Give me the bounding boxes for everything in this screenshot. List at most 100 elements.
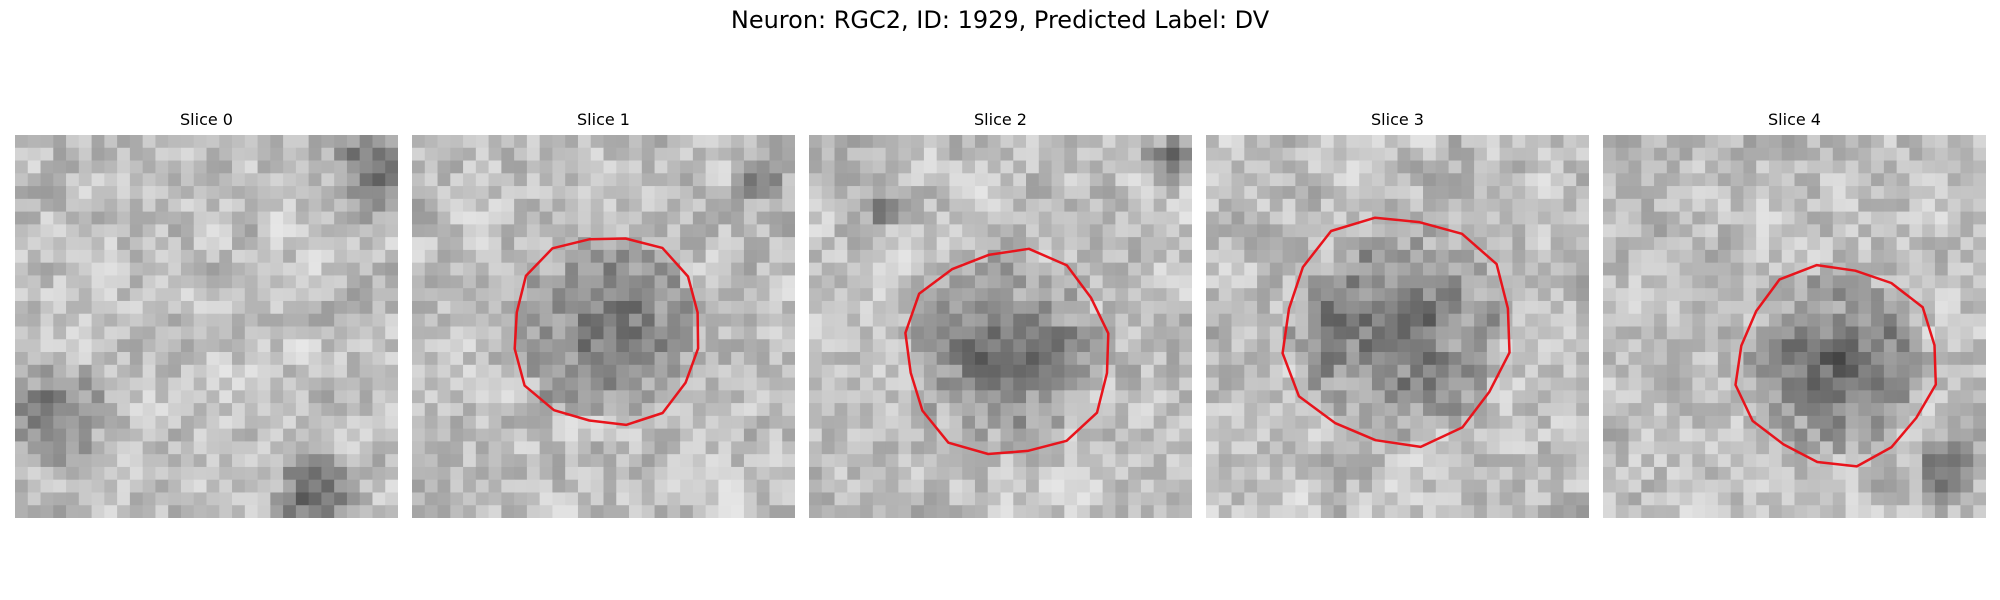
pixel-cell <box>1448 262 1462 276</box>
pixel-cell <box>860 300 874 315</box>
pixel-cell <box>987 160 1001 174</box>
pixel-cell <box>834 415 848 430</box>
pixel-cell <box>1679 249 1693 264</box>
pixel-cell <box>346 300 361 315</box>
pixel-cell <box>1947 135 1961 149</box>
pixel-cell <box>1807 186 1821 200</box>
pixel-cell <box>654 211 668 225</box>
pixel-cell <box>15 441 29 455</box>
pixel-cell <box>488 288 502 302</box>
pixel-cell <box>936 352 950 366</box>
pixel-cell <box>936 364 950 378</box>
pixel-cell <box>53 249 67 264</box>
pixel-cell <box>155 505 169 518</box>
pixel-cell <box>1077 364 1091 378</box>
pixel-cell <box>718 403 732 417</box>
pixel-cell <box>565 364 579 378</box>
pixel-cell <box>1064 326 1078 340</box>
pixel-cell <box>437 403 451 417</box>
pixel-cell <box>667 466 681 481</box>
pixel-cell <box>78 198 92 212</box>
pixel-cell <box>1244 173 1258 187</box>
pixel-cell <box>270 224 284 238</box>
pixel-cell <box>577 249 592 264</box>
pixel-cell <box>680 466 694 481</box>
pixel-cell <box>1218 160 1232 174</box>
pixel-cell <box>1973 198 1986 212</box>
pixel-cell <box>15 390 29 404</box>
pixel-cell <box>1461 313 1475 327</box>
pixel-cell <box>1947 428 1961 442</box>
pixel-cell <box>1756 415 1770 430</box>
pixel-cell <box>1654 454 1668 468</box>
pixel-cell <box>756 326 770 340</box>
pixel-cell <box>1512 505 1526 518</box>
pixel-cell <box>104 135 118 149</box>
pixel-cell <box>334 352 348 366</box>
pixel-cell <box>1295 505 1309 518</box>
pixel-cell <box>1973 313 1986 327</box>
pixel-cell <box>872 364 886 378</box>
pixel-cell <box>692 339 707 353</box>
pixel-cell <box>412 186 426 200</box>
pixel-cell <box>1333 288 1347 302</box>
pixel-cell <box>974 492 989 506</box>
pixel-cell <box>334 160 348 174</box>
pixel-cell <box>1115 224 1129 238</box>
pixel-cell <box>1717 262 1732 276</box>
pixel-cell <box>1845 313 1859 327</box>
pixel-cell <box>168 326 182 340</box>
pixel-cell <box>731 135 745 149</box>
pixel-cell <box>872 390 886 404</box>
pixel-cell <box>206 415 220 430</box>
pixel-cell <box>1934 364 1949 378</box>
pixel-cell <box>1397 173 1411 187</box>
pixel-cell <box>412 377 426 391</box>
pixel-cell <box>552 454 566 468</box>
pixel-cell <box>295 262 310 276</box>
pixel-cell <box>1641 135 1655 149</box>
pixel-cell <box>206 364 220 378</box>
pixel-cell <box>1845 173 1859 187</box>
pixel-cell <box>1909 135 1923 149</box>
pixel-cell <box>769 492 783 506</box>
pixel-cell <box>809 479 823 493</box>
pixel-cell <box>1563 262 1577 276</box>
pixel-cell <box>565 224 579 238</box>
pixel-cell <box>782 364 795 378</box>
pixel-cell <box>1499 390 1513 404</box>
pixel-cell <box>1743 198 1757 212</box>
pixel-cell <box>1973 441 1986 455</box>
pixel-cell <box>463 224 477 238</box>
pixel-cell <box>1128 390 1142 404</box>
pixel-cell <box>1320 479 1335 493</box>
pixel-cell <box>743 237 758 251</box>
pixel-cell <box>142 147 156 161</box>
pixel-cell <box>1743 339 1757 353</box>
pixel-cell <box>66 454 80 468</box>
pixel-cell <box>1295 403 1309 417</box>
pixel-cell <box>898 300 912 315</box>
pixel-cell <box>488 505 502 518</box>
pixel-cell <box>1615 339 1629 353</box>
pixel-cell <box>1461 198 1475 212</box>
pixel-cell <box>1512 415 1526 430</box>
pixel-cell <box>911 186 925 200</box>
pixel-cell <box>1537 313 1552 327</box>
pixel-cell <box>53 352 67 366</box>
pixel-cell <box>962 454 976 468</box>
pixel-cell <box>1333 160 1347 174</box>
pixel-cell <box>359 492 373 506</box>
pixel-cell <box>1295 249 1309 264</box>
pixel-cell <box>1576 428 1589 442</box>
pixel-cell <box>1486 313 1501 327</box>
pixel-cell <box>488 428 502 442</box>
pixel-cell <box>359 364 373 378</box>
pixel-cell <box>193 454 207 468</box>
pixel-cell <box>1115 441 1129 455</box>
pixel-cell <box>1423 147 1437 161</box>
pixel-cell <box>232 160 246 174</box>
pixel-cell <box>1346 390 1360 404</box>
pixel-cell <box>78 186 92 200</box>
pixel-cell <box>987 262 1001 276</box>
